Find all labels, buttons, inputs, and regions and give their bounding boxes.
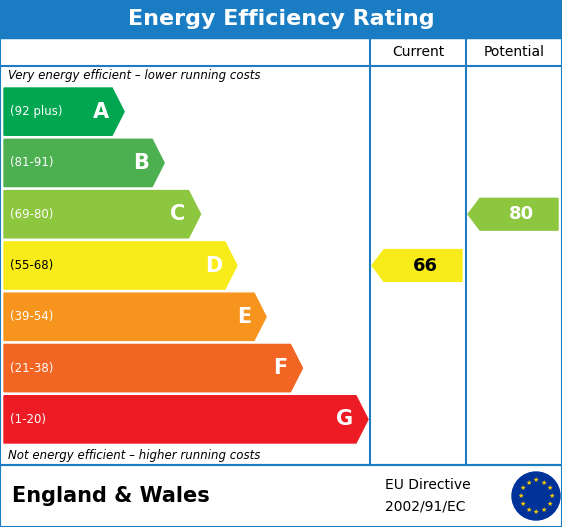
Bar [0,38,562,465]
Text: Potential: Potential [483,45,545,59]
Polygon shape [372,250,462,281]
Polygon shape [4,293,266,340]
Text: (92 plus): (92 plus) [10,105,62,118]
Text: ★: ★ [525,480,531,485]
Polygon shape [4,88,124,135]
Text: ★: ★ [519,501,525,507]
Text: Not energy efficient – higher running costs: Not energy efficient – higher running co… [8,448,260,462]
Text: A: A [93,102,109,122]
Text: ★: ★ [546,501,552,507]
Text: ★: ★ [533,477,539,483]
Text: Very energy efficient – lower running costs: Very energy efficient – lower running co… [8,70,261,83]
Text: (81-91): (81-91) [10,157,53,169]
Polygon shape [4,139,164,187]
Text: Current: Current [392,45,444,59]
Text: 2002/91/EC: 2002/91/EC [385,500,465,513]
Text: ★: ★ [517,493,524,499]
Polygon shape [4,396,368,443]
Text: (21-38): (21-38) [10,362,53,375]
Text: 80: 80 [509,205,533,223]
Text: EU Directive: EU Directive [385,479,470,492]
Text: C: C [170,204,185,224]
Text: B: B [133,153,149,173]
Text: Energy Efficiency Rating: Energy Efficiency Rating [128,9,434,29]
Text: F: F [273,358,288,378]
Text: ★: ★ [546,485,552,491]
Polygon shape [4,345,302,392]
Text: (1-20): (1-20) [10,413,46,426]
Polygon shape [4,191,201,238]
Text: (69-80): (69-80) [10,208,53,221]
Bar [0,0,562,38]
Text: ★: ★ [533,509,539,514]
Text: G: G [336,409,353,430]
Polygon shape [4,242,237,289]
Text: (39-54): (39-54) [10,310,53,323]
Text: ★: ★ [519,485,525,491]
Text: D: D [205,256,222,276]
Polygon shape [468,198,558,230]
Text: 66: 66 [413,257,437,275]
Text: (55-68): (55-68) [10,259,53,272]
Text: ★: ★ [525,506,531,513]
Circle shape [512,472,560,520]
Text: England & Wales: England & Wales [12,486,210,506]
Text: E: E [237,307,251,327]
Text: ★: ★ [549,493,555,499]
Text: ★: ★ [541,506,547,513]
Text: ★: ★ [541,480,547,485]
Bar [0,465,562,527]
